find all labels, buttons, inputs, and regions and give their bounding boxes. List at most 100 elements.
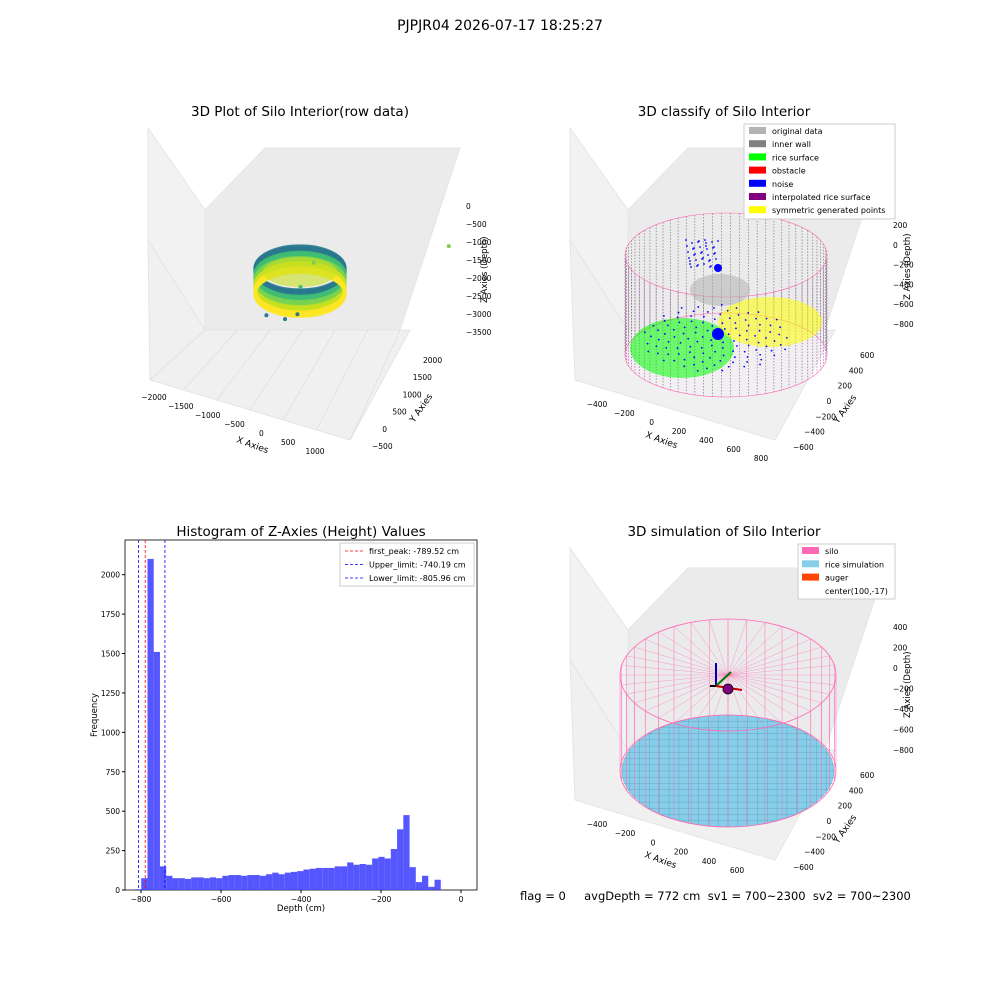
noise-point <box>694 253 696 255</box>
noise-point <box>646 342 649 345</box>
hist-bar <box>278 874 285 890</box>
y-tick: 750 <box>106 768 121 777</box>
legend: first_peak: -789.52 cm Upper_limit: -740.… <box>339 542 475 587</box>
silo-roof-spoke <box>727 674 811 712</box>
noise-point <box>702 352 705 355</box>
legend-swatch <box>749 179 766 187</box>
hist-bar <box>359 863 366 890</box>
y-tick: 0 <box>115 886 120 895</box>
silo-roof-spoke <box>727 674 835 685</box>
y-tick: 1750 <box>101 610 120 619</box>
z-tick: −200 <box>893 261 914 270</box>
z-tick: −500 <box>466 220 487 229</box>
noise-point <box>644 331 646 334</box>
x-tick-labels: −400 −200 0 200 400 600 800 <box>587 400 769 463</box>
silo-roof-spoke <box>727 674 830 695</box>
noise-point <box>733 340 735 342</box>
noise-point <box>683 326 686 329</box>
plot-area <box>124 539 478 891</box>
legend-swatch <box>749 140 766 148</box>
noise-point <box>650 335 652 338</box>
noise-point <box>673 336 676 338</box>
legend-swatch <box>802 547 819 554</box>
noise-point <box>691 242 693 244</box>
hist-bar <box>203 878 210 890</box>
hist-bar <box>147 558 154 890</box>
noise-point <box>679 341 682 344</box>
noise-point <box>758 329 761 332</box>
z-tick-labels: 0 −500 −1000 −1500 −2000 −2500 −3000 −3500 <box>466 202 492 337</box>
noise-point <box>734 322 737 324</box>
y-tick: 2000 <box>101 571 120 580</box>
y-tick-labels: 0 250 500 750 1000 1250 1500 1750 2000 <box>101 571 125 895</box>
noise-point <box>721 369 724 372</box>
noise-point <box>676 316 679 319</box>
legend-swatch <box>749 193 766 200</box>
hist-bar <box>372 858 379 890</box>
noise-point <box>773 340 776 342</box>
noise-point <box>647 350 650 353</box>
x-tick: 0 <box>259 429 264 438</box>
noise-point <box>652 324 655 327</box>
legend-label: symmetric generated points <box>772 206 885 215</box>
noise-point <box>713 318 716 321</box>
legend-swatch <box>802 560 819 568</box>
noise-point <box>722 341 725 344</box>
z-tick: −2500 <box>466 292 492 301</box>
noise-point <box>759 353 762 356</box>
outlier-point <box>283 317 288 322</box>
y-tick: −200 <box>815 832 836 841</box>
x-axis-label: X Axies <box>643 850 678 871</box>
noise-point <box>689 260 691 262</box>
x-tick-labels: −2000−1500−1000−500 0 500 1000 <box>141 393 324 456</box>
hist-bar <box>234 875 242 890</box>
noise-point <box>703 263 705 265</box>
hist-bar <box>347 862 354 890</box>
silo-roof-spoke <box>727 655 830 676</box>
noise-point <box>705 367 708 370</box>
z-tick-labels: 200 0 −200 −400 −600 −800 <box>893 221 914 329</box>
x-axis-label: Depth (cm) <box>277 904 325 914</box>
noise-cluster <box>712 328 724 340</box>
hist-bar <box>403 815 410 890</box>
hist-bar <box>247 875 254 890</box>
z-tick: −1000 <box>466 238 492 247</box>
noise-point <box>706 311 709 313</box>
hist-bar <box>184 878 192 890</box>
x-tick: −400 <box>587 400 608 409</box>
y-tick: −600 <box>793 863 814 872</box>
noise-point <box>773 354 776 357</box>
noise-point <box>722 347 724 349</box>
noise-point <box>657 329 659 332</box>
noise-point <box>695 326 698 329</box>
x-tick: −400 <box>587 820 608 829</box>
z-tick: 0 <box>893 241 898 250</box>
z-tick: −800 <box>893 320 914 329</box>
x-tick: 600 <box>730 866 745 875</box>
noise-point <box>732 361 734 364</box>
noise-point <box>690 315 692 317</box>
hist-bar <box>253 875 260 890</box>
noise-point <box>686 245 688 247</box>
z-tick: −800 <box>893 746 914 755</box>
noise-point <box>722 354 725 357</box>
grid-line <box>216 329 271 401</box>
noise-point <box>694 331 697 334</box>
noise-point <box>663 314 665 317</box>
y-tick: 600 <box>860 351 875 360</box>
noise-point <box>690 320 693 323</box>
noise-point <box>683 365 686 368</box>
noise-point <box>713 307 715 309</box>
noise-point <box>688 351 691 353</box>
silo-roof-spoke <box>727 674 798 719</box>
x-tick: 0 <box>649 418 654 427</box>
z-tick: −2000 <box>466 274 492 283</box>
z-tick: 200 <box>893 221 908 230</box>
rice-surface-region <box>630 318 734 378</box>
z-axis-label: Z Axies (Depth) <box>903 233 913 300</box>
hist-bar <box>266 874 273 890</box>
hist-bar <box>422 875 429 890</box>
noise-point <box>687 337 690 340</box>
hist-bar <box>303 869 310 890</box>
noise-point <box>744 319 747 321</box>
